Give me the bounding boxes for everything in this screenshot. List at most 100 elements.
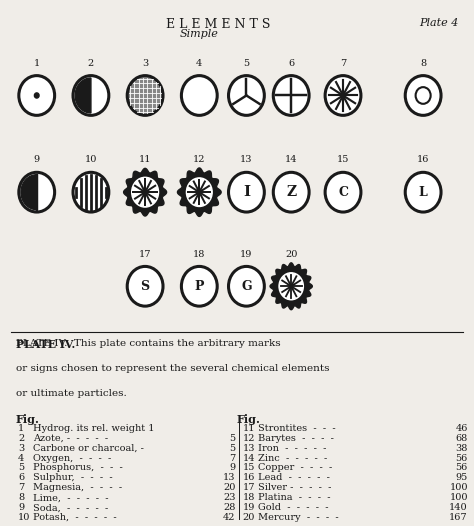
Text: L: L <box>419 186 428 199</box>
Text: Lead  -  -  -  -  -: Lead - - - - - <box>258 473 330 482</box>
Polygon shape <box>177 168 221 216</box>
Text: 8: 8 <box>18 493 24 502</box>
Text: 11: 11 <box>139 156 151 165</box>
Text: Mercury  -  -  -  -: Mercury - - - - <box>258 513 339 522</box>
Text: 4: 4 <box>18 453 24 462</box>
Text: Phosphorus,  -  -  -: Phosphorus, - - - <box>34 463 123 472</box>
Text: 5: 5 <box>229 443 236 452</box>
Text: Fig.: Fig. <box>16 414 39 426</box>
Text: 2: 2 <box>18 433 24 443</box>
Circle shape <box>273 173 309 212</box>
Text: C: C <box>338 186 348 199</box>
Text: 18: 18 <box>193 249 206 259</box>
Text: or signs chosen to represent the several chemical elements: or signs chosen to represent the several… <box>16 363 329 372</box>
Text: 12: 12 <box>243 433 255 443</box>
Text: S: S <box>141 280 150 293</box>
Circle shape <box>19 76 55 115</box>
Text: 13: 13 <box>240 156 253 165</box>
Text: Oxygen,  -  -  -  -: Oxygen, - - - - <box>34 453 112 462</box>
Text: 16: 16 <box>417 156 429 165</box>
Text: Iron  -  -  -  -  -: Iron - - - - - <box>258 443 327 452</box>
Circle shape <box>182 76 217 115</box>
Text: Gold  -  -  -  -  -: Gold - - - - - <box>258 503 328 512</box>
Text: 19: 19 <box>243 503 255 512</box>
Text: 16: 16 <box>243 473 255 482</box>
Text: 6: 6 <box>18 473 24 482</box>
Text: Carbone or charcoal, -: Carbone or charcoal, - <box>34 443 144 452</box>
Text: Silver -  -  -  -  -: Silver - - - - - <box>258 483 332 492</box>
Text: Hydrog. its rel. weight 1: Hydrog. its rel. weight 1 <box>34 424 155 433</box>
Text: 56: 56 <box>456 463 468 472</box>
Text: 1: 1 <box>34 59 40 68</box>
Circle shape <box>228 76 264 115</box>
Text: 13: 13 <box>223 473 236 482</box>
Text: 19: 19 <box>240 249 253 259</box>
Text: 28: 28 <box>223 503 236 512</box>
Text: 17: 17 <box>243 483 255 492</box>
Text: or ultimate particles.: or ultimate particles. <box>16 389 126 398</box>
Text: 5: 5 <box>243 59 249 68</box>
Text: I: I <box>243 185 250 199</box>
Text: 167: 167 <box>449 513 468 522</box>
Text: 9: 9 <box>229 463 236 472</box>
Circle shape <box>127 76 163 115</box>
Text: 10: 10 <box>85 156 97 165</box>
Polygon shape <box>124 168 166 216</box>
Text: 38: 38 <box>456 443 468 452</box>
Text: 46: 46 <box>456 424 468 433</box>
Circle shape <box>228 266 264 306</box>
Text: 42: 42 <box>223 513 236 522</box>
Wedge shape <box>75 78 91 113</box>
Circle shape <box>405 76 441 115</box>
Text: Potash,  -  -  -  -  -: Potash, - - - - - <box>34 513 117 522</box>
Circle shape <box>19 173 55 212</box>
Text: 20: 20 <box>285 249 297 259</box>
Text: G: G <box>241 280 252 293</box>
Text: Lime,  -  -  -  -  -: Lime, - - - - - <box>34 493 109 502</box>
Text: Zinc  -  -  -  -  -: Zinc - - - - - <box>258 453 328 462</box>
Text: 14: 14 <box>285 156 298 165</box>
Text: Magnesia,  -  -  -  -: Magnesia, - - - - <box>34 483 123 492</box>
Circle shape <box>198 190 201 194</box>
Polygon shape <box>270 263 312 310</box>
Text: Z: Z <box>286 185 296 199</box>
Text: 1: 1 <box>18 424 24 433</box>
Text: 140: 140 <box>449 503 468 512</box>
Text: 11: 11 <box>243 424 255 433</box>
Circle shape <box>325 173 361 212</box>
Text: 56: 56 <box>456 453 468 462</box>
Text: 18: 18 <box>243 493 255 502</box>
Circle shape <box>416 87 431 104</box>
Text: 12: 12 <box>193 156 206 165</box>
Circle shape <box>35 93 39 98</box>
Text: Simple: Simple <box>180 28 219 38</box>
Circle shape <box>73 76 109 115</box>
Text: Fig.: Fig. <box>237 414 261 426</box>
Text: 15: 15 <box>337 156 349 165</box>
Circle shape <box>273 76 309 115</box>
Circle shape <box>405 173 441 212</box>
Circle shape <box>127 266 163 306</box>
Text: Platina  -  -  -  -: Platina - - - - <box>258 493 331 502</box>
Text: Azote, -  -  -  -  -: Azote, - - - - - <box>34 433 109 443</box>
Text: 6: 6 <box>288 59 294 68</box>
Text: P: P <box>194 280 204 293</box>
Text: 20: 20 <box>223 483 236 492</box>
Text: 20: 20 <box>243 513 255 522</box>
Text: 17: 17 <box>139 249 151 259</box>
Text: Strontites  -  -  -: Strontites - - - <box>258 424 336 433</box>
Circle shape <box>73 173 109 212</box>
Text: 15: 15 <box>243 463 255 472</box>
Text: Plate 4: Plate 4 <box>419 18 458 28</box>
Text: 3: 3 <box>142 59 148 68</box>
Text: Copper  -  -  -  -: Copper - - - - <box>258 463 332 472</box>
Circle shape <box>132 177 158 207</box>
Text: 13: 13 <box>243 443 255 452</box>
Circle shape <box>182 266 217 306</box>
Text: 95: 95 <box>456 473 468 482</box>
Circle shape <box>186 178 212 207</box>
Text: 4: 4 <box>196 59 202 68</box>
Text: 8: 8 <box>420 59 426 68</box>
Text: 5: 5 <box>229 433 236 443</box>
Text: 3: 3 <box>18 443 24 452</box>
